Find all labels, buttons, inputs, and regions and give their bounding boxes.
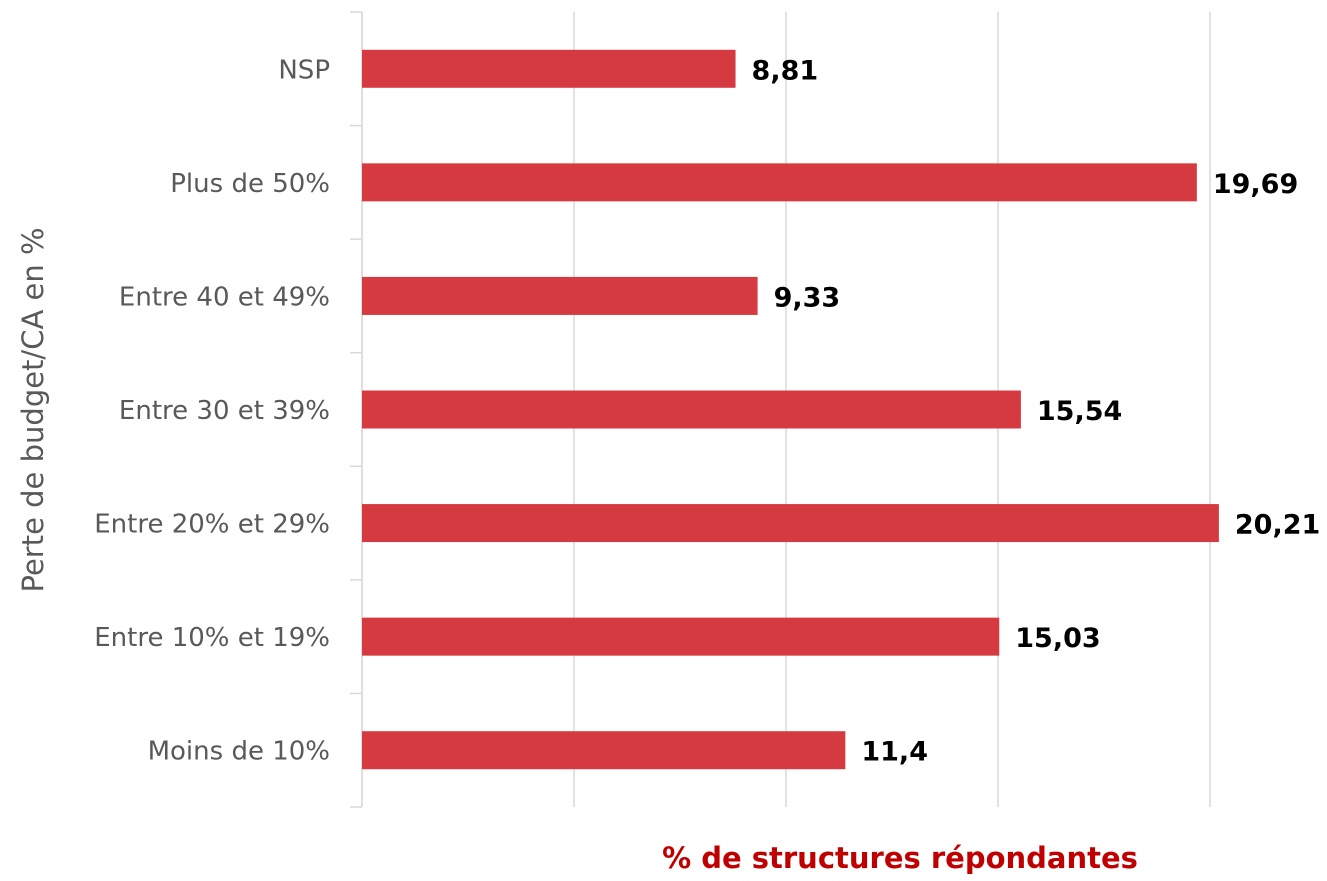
x-axis-title: % de structures répondantes bbox=[662, 841, 1138, 875]
bar bbox=[362, 163, 1197, 202]
bar bbox=[362, 617, 1000, 656]
bar bbox=[362, 390, 1021, 429]
bar bbox=[362, 504, 1219, 543]
value-label: 11,4 bbox=[861, 737, 928, 768]
bar bbox=[362, 276, 758, 315]
y-tick-label: NSP bbox=[278, 55, 330, 85]
value-label: 19,69 bbox=[1213, 169, 1298, 200]
y-tick-label: Entre 10% et 19% bbox=[94, 623, 330, 653]
y-tick-label: Plus de 50% bbox=[170, 169, 330, 199]
y-tick-label: Entre 30 et 39% bbox=[119, 396, 330, 426]
y-tick-label: Entre 40 et 49% bbox=[119, 282, 330, 312]
y-tick-label: Entre 20% et 29% bbox=[94, 510, 330, 540]
y-tick-label: Moins de 10% bbox=[148, 737, 330, 767]
y-axis-title: Perte de budget/CA en % bbox=[16, 227, 50, 592]
value-label: 15,03 bbox=[1015, 623, 1100, 654]
bar bbox=[362, 731, 846, 770]
bar bbox=[362, 49, 736, 88]
value-label: 15,54 bbox=[1037, 396, 1122, 427]
value-label: 9,33 bbox=[774, 282, 841, 313]
value-label: 8,81 bbox=[752, 55, 819, 86]
value-label: 20,21 bbox=[1235, 510, 1320, 541]
